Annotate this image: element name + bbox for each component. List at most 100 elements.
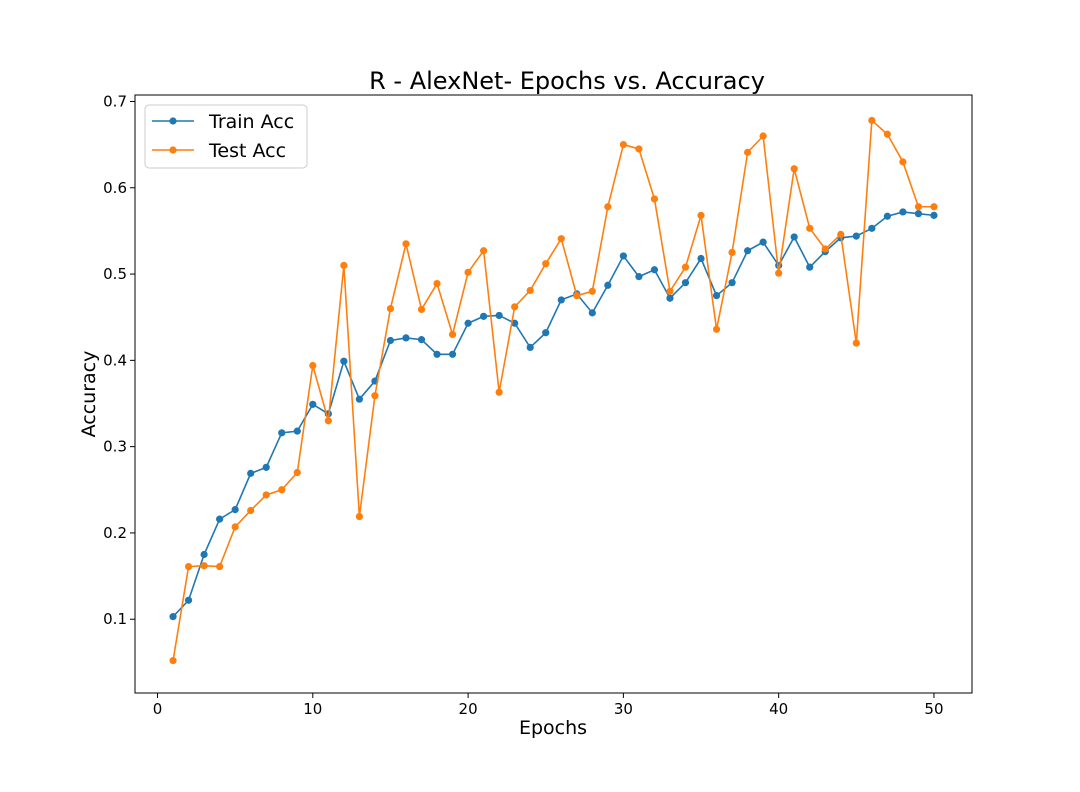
data-point (542, 329, 550, 337)
data-point (775, 269, 783, 277)
data-point (712, 325, 721, 333)
data-point (697, 254, 705, 263)
legend-marker (169, 146, 177, 154)
data-point (511, 303, 519, 311)
chart-title: R - AlexNet- Epochs vs. Accuracy (369, 67, 765, 95)
data-point (386, 336, 395, 345)
data-point (324, 417, 332, 425)
data-point (495, 388, 503, 396)
y-tick-label: 0.5 (103, 265, 127, 283)
data-point (184, 596, 193, 604)
data-point (914, 203, 923, 211)
data-point (309, 361, 317, 370)
data-point (930, 203, 938, 211)
data-point (448, 330, 457, 339)
y-tick-label: 0.1 (103, 610, 127, 628)
data-point (526, 286, 534, 295)
data-point (355, 395, 363, 403)
data-point (635, 145, 643, 153)
y-tick-label: 0.3 (103, 438, 127, 456)
data-point (728, 248, 736, 257)
data-point (231, 506, 239, 514)
legend-label: Test Acc (208, 140, 286, 162)
data-point (852, 232, 860, 240)
data-point (806, 263, 814, 271)
data-point (883, 212, 891, 220)
data-point (588, 309, 596, 317)
data-point (837, 230, 845, 238)
x-axis-label: Epochs (519, 717, 587, 739)
data-point (402, 334, 410, 342)
data-point (821, 245, 829, 253)
data-point (930, 211, 938, 219)
data-point (728, 279, 736, 287)
y-axis-label: Accuracy (78, 351, 100, 438)
x-tick-label: 20 (459, 700, 478, 718)
data-point (914, 210, 923, 218)
data-point (448, 350, 457, 358)
data-point (480, 312, 488, 320)
legend: Train Acc Test Acc (144, 104, 308, 169)
data-point (650, 195, 659, 203)
data-point (355, 512, 363, 521)
data-point (619, 252, 627, 260)
data-point (495, 311, 503, 320)
data-point (852, 339, 860, 347)
data-point (340, 357, 348, 365)
data-point (278, 486, 286, 494)
data-point (309, 400, 317, 408)
x-tick-label: 10 (303, 700, 322, 718)
data-point (681, 279, 690, 287)
data-point (464, 319, 472, 327)
data-point (433, 350, 441, 358)
data-point (526, 343, 534, 351)
data-point (712, 292, 721, 300)
data-point (247, 506, 255, 515)
data-point (744, 247, 752, 255)
legend-item: Test Acc (152, 140, 286, 162)
data-point (542, 260, 550, 268)
data-point (635, 273, 643, 281)
data-point (371, 392, 379, 400)
data-point (464, 268, 472, 276)
series-0 (169, 208, 938, 621)
data-point (759, 132, 767, 140)
y-tick-label: 0.6 (103, 179, 127, 197)
data-point (169, 657, 177, 665)
data-point (666, 287, 674, 295)
data-point (417, 336, 426, 344)
data-point (247, 469, 255, 477)
data-point (231, 523, 239, 531)
data-point (573, 292, 581, 300)
data-point (868, 116, 876, 125)
x-axis: 0 10 20 30 40 50 (153, 693, 944, 718)
data-point (402, 240, 410, 248)
data-point (200, 550, 208, 559)
data-point (557, 235, 565, 243)
data-point (216, 515, 224, 523)
data-point (790, 233, 798, 241)
data-point (293, 468, 301, 477)
data-point (899, 208, 907, 216)
data-point (744, 148, 752, 156)
data-point (899, 158, 907, 166)
data-point (278, 429, 286, 437)
series-line (172, 211, 935, 618)
data-point (588, 287, 596, 295)
data-point (806, 224, 814, 232)
data-point (511, 319, 519, 327)
data-point (433, 279, 441, 288)
data-point (262, 463, 270, 471)
data-point (386, 304, 395, 313)
data-point (790, 165, 798, 173)
data-point (293, 427, 301, 435)
y-axis: 0.1 0.2 0.3 0.4 0.5 0.6 0.7 (103, 92, 135, 628)
plot-area (169, 116, 938, 665)
data-point (200, 562, 208, 570)
y-tick-label: 0.2 (103, 524, 127, 542)
data-point (604, 281, 612, 289)
data-point (681, 263, 690, 271)
data-point (697, 211, 705, 219)
y-tick-label: 0.7 (103, 92, 127, 110)
